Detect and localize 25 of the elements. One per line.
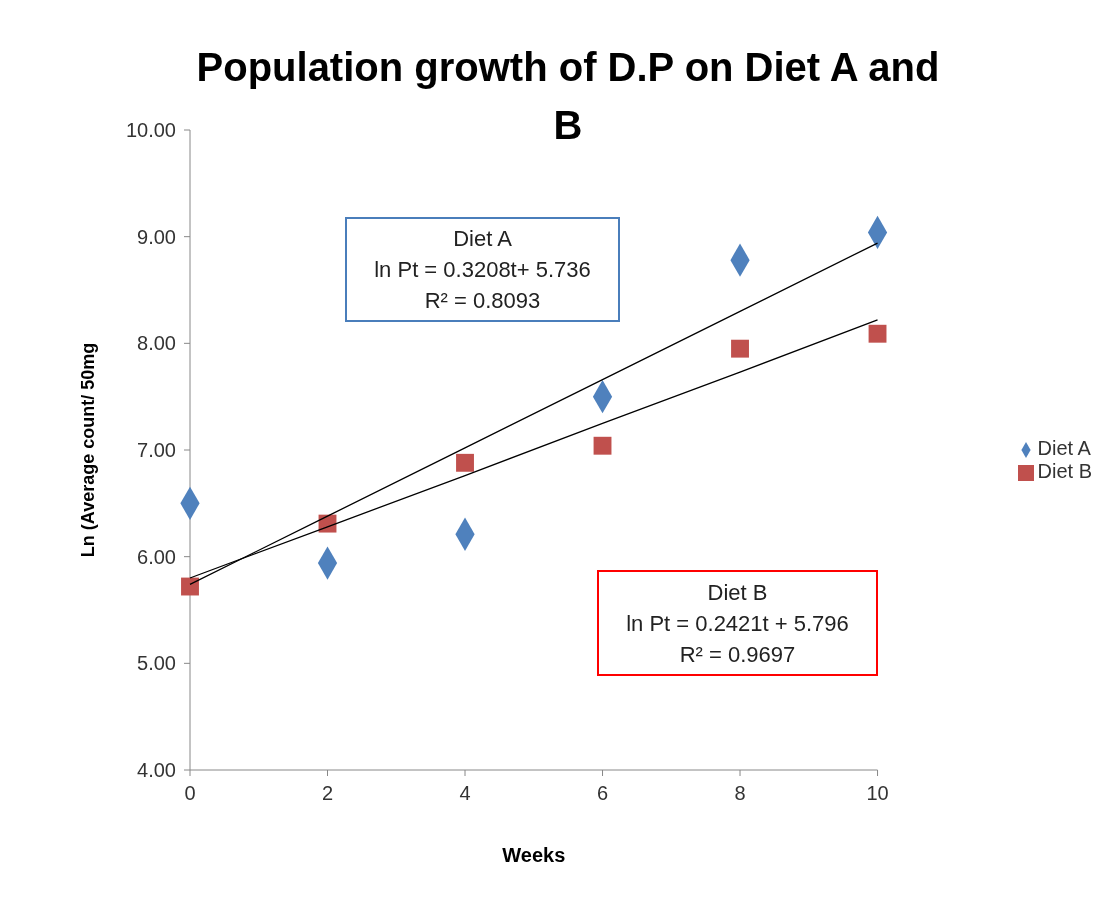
point: [731, 339, 749, 358]
x-tick-label: 8: [734, 782, 746, 805]
y-tick-label: 4.00: [137, 759, 176, 782]
y-tick-label: 7.00: [137, 439, 176, 462]
x-tick-label: 0: [184, 782, 196, 805]
point: [868, 324, 887, 343]
point: [181, 577, 199, 596]
annotation: Diet A ln Pt = 0.3208t+ 5.736 R² = 0.8093: [373, 225, 592, 315]
point: [456, 453, 474, 472]
annotation: Diet B ln Pt = 0.2421t + 5.796 R² = 0.9697: [625, 578, 850, 669]
chart-title: Population growth of D.P on Diet A and B: [195, 44, 941, 149]
y-tick-label: 8.00: [137, 332, 176, 355]
y-axis-title: Ln (Average count/ 50mg: [78, 342, 99, 558]
y-tick-label: 10.00: [125, 119, 176, 142]
legend-label: Diet B: [1037, 460, 1092, 482]
x-tick-label: 6: [596, 782, 609, 805]
y-tick-label: 5.00: [137, 652, 176, 675]
y-tick-label: 9.00: [137, 225, 176, 248]
x-tick-label: 10: [866, 782, 889, 805]
y-tick-label: 6.00: [137, 545, 176, 568]
point: [593, 436, 612, 455]
x-tick-label: 4: [459, 782, 471, 805]
x-axis-title: Weeks: [502, 844, 566, 866]
legend-label: Diet A: [1037, 437, 1091, 459]
x-tick-label: 2: [321, 782, 334, 805]
